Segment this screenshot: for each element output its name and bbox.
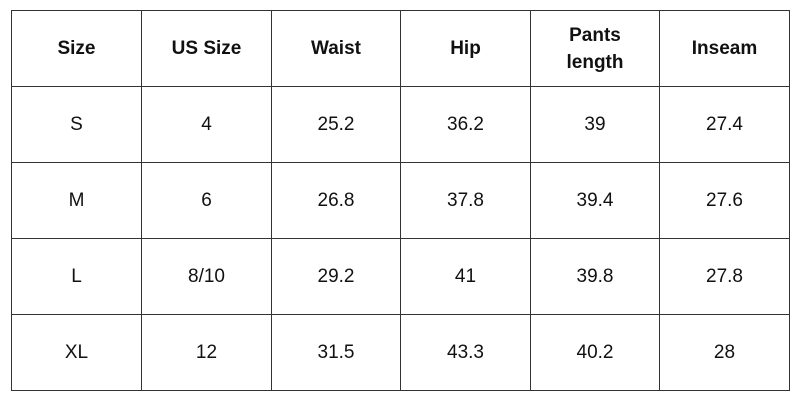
table-cell: 39.8 [530, 238, 660, 315]
table-cell: 37.8 [400, 162, 531, 239]
table-row: M 6 26.8 37.8 39.4 27.6 [11, 162, 790, 239]
table-cell: S [11, 86, 142, 163]
header-text: Inseam [691, 38, 758, 59]
header-row: Size US Size Waist Hip Pants length Inseam [11, 10, 790, 87]
table-cell: 39 [530, 86, 660, 163]
table-cell: XL [11, 314, 142, 391]
header-cell: US Size [141, 10, 272, 87]
table-cell: 25.2 [271, 86, 401, 163]
table-row: L 8/10 29.2 41 39.8 27.8 [11, 238, 790, 315]
table-cell: 8/10 [141, 238, 272, 315]
header-cell: Hip [400, 10, 531, 87]
table-cell: 4 [141, 86, 272, 163]
header-text: Size [57, 38, 96, 59]
table-cell: 36.2 [400, 86, 531, 163]
table-cell: 31.5 [271, 314, 401, 391]
header-text: Waist [311, 38, 361, 59]
table-cell: 29.2 [271, 238, 401, 315]
table-cell: 6 [141, 162, 272, 239]
table-cell: 26.8 [271, 162, 401, 239]
table-cell: M [11, 162, 142, 239]
table-row: XL 12 31.5 43.3 40.2 28 [11, 314, 790, 391]
header-text: US Size [171, 38, 242, 59]
table-cell: 41 [400, 238, 531, 315]
header-cell: Pants length [530, 10, 660, 87]
table-cell: 39.4 [530, 162, 660, 239]
table-cell: 27.6 [659, 162, 790, 239]
table-cell: L [11, 238, 142, 315]
table-body: S 4 25.2 36.2 39 27.4 M 6 26.8 37.8 39.4 27.6 L 8/10 2… [11, 86, 790, 391]
table-cell: 27.8 [659, 238, 790, 315]
table-cell: 40.2 [530, 314, 660, 391]
header-text: Pants length [566, 24, 624, 73]
header-cell: Size [11, 10, 142, 87]
table-cell: 27.4 [659, 86, 790, 163]
table-cell: 28 [659, 314, 790, 391]
header-text: Hip [450, 38, 481, 59]
header-cell: Inseam [659, 10, 790, 87]
table-cell: 43.3 [400, 314, 531, 391]
table-cell: 12 [141, 314, 272, 391]
table-row: S 4 25.2 36.2 39 27.4 [11, 86, 790, 163]
header-cell: Waist [271, 10, 401, 87]
